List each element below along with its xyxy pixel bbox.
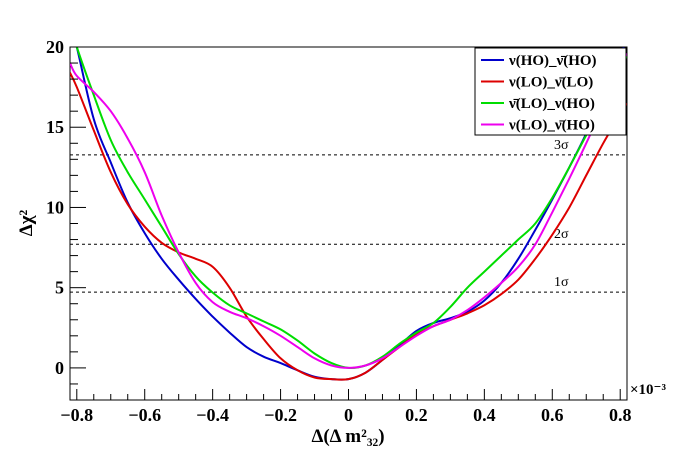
y-tick-label: 5 (55, 278, 64, 298)
legend-box (474, 47, 627, 136)
legend-label-3: ν̄(LO)_ν(HO) (508, 96, 595, 112)
data-curves (70, 47, 627, 381)
legend-label-4: ν(LO)_ν̄(HO) (508, 118, 595, 134)
x-tick-label: 0.2 (405, 405, 428, 425)
x-tick-label: −0.4 (196, 405, 229, 425)
y-axis-ticks: 0 5 10 15 20 (46, 37, 86, 401)
sigma-label-3: 3σ (554, 138, 569, 153)
y-tick-label: 15 (46, 117, 64, 137)
x-tick-label: −0.2 (264, 405, 297, 425)
legend-label-2: ν(LO)_ν̄(LO) (508, 75, 593, 91)
x-tick-label: 0 (344, 405, 353, 425)
x-exponent-label: ×10⁻³ (630, 382, 666, 398)
y-axis-title: Δχ² (16, 210, 37, 237)
series-curve-4 (70, 52, 627, 369)
y-tick-label: 20 (46, 37, 64, 57)
sigma-label-2: 2σ (554, 227, 569, 242)
series-curve-2 (70, 72, 627, 381)
x-axis-title: Δ(Δ m²₃₂) (311, 426, 384, 447)
x-tick-label: −0.8 (60, 405, 93, 425)
x-tick-label: 0.6 (541, 405, 564, 425)
y-tick-label: 10 (46, 197, 64, 217)
legend: ν(HO)_ν̄(HO) ν(LO)_ν̄(LO) ν̄(LO)_ν(HO) ν(LO… (474, 47, 627, 136)
sigma-label-1: 1σ (554, 275, 569, 290)
x-axis-ticks: −0.8 −0.6 −0.4 −0.2 0 0.2 0.4 0.6 0.8 (60, 389, 631, 425)
legend-label-1: ν(HO)_ν̄(HO) (508, 53, 597, 69)
x-tick-label: 0.4 (473, 405, 496, 425)
x-tick-label: −0.6 (128, 405, 161, 425)
x-tick-label: 0.8 (609, 405, 632, 425)
y-tick-label: 0 (55, 358, 64, 378)
